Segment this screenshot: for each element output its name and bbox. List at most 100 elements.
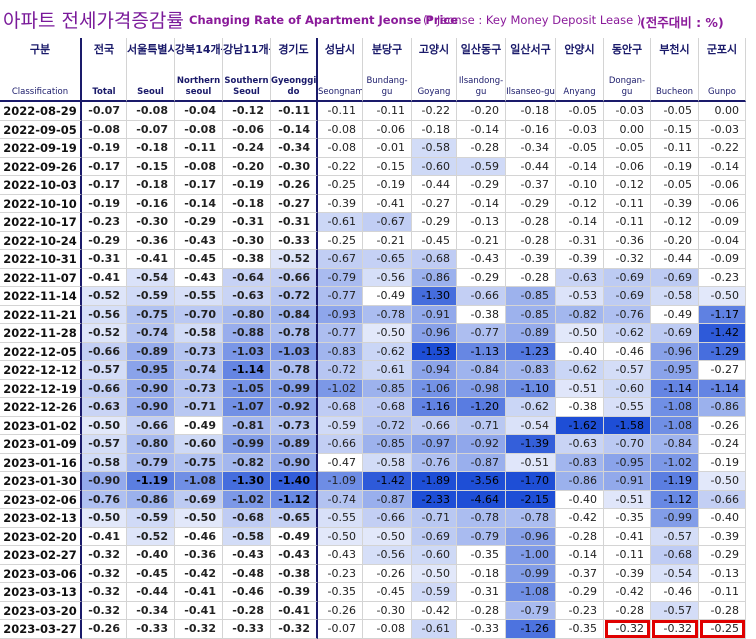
row-date: 2022-11-28 [0,324,82,343]
heatmap-cell: -0.41 [604,527,651,546]
heatmap-cell: -0.41 [82,268,127,287]
heatmap-cell: -0.46 [604,342,651,361]
heatmap-cell: -0.68 [412,250,457,269]
heatmap-cell: -0.66 [127,416,175,435]
heatmap-cell: -0.62 [556,361,604,380]
heatmap-cell: -0.45 [412,231,457,250]
heatmap-cell: -0.32 [604,250,651,269]
heatmap-cell: -0.33 [271,231,318,250]
heatmap-cell: -0.51 [604,490,651,509]
heatmap-cell: -0.84 [457,361,506,380]
heatmap-cell: -0.26 [363,564,412,583]
heatmap-cell: -0.50 [412,564,457,583]
heatmap-cell: -3.56 [457,472,506,491]
unit-label: (전주대비 : %) [640,15,724,30]
heatmap-cell: -0.28 [506,268,556,287]
heatmap-cell: -0.35 [318,583,363,602]
column-header-korean: 분당구 [371,43,403,56]
heatmap-cell: -0.99 [506,564,556,583]
row-date: 2023-03-06 [0,564,82,583]
heatmap-cell: -0.44 [651,250,699,269]
heatmap-cell: -0.16 [127,194,175,213]
row-date: 2022-11-14 [0,287,82,306]
heatmap-cell: -0.40 [556,490,604,509]
heatmap-cell: -0.24 [699,435,746,454]
heatmap-cell: -0.85 [363,379,412,398]
heatmap-cell: -0.31 [271,213,318,232]
heatmap-cell: -0.30 [363,601,412,620]
heatmap-cell: -0.38 [271,564,318,583]
heatmap-cell: -0.65 [363,250,412,269]
heatmap-cell: -0.66 [82,379,127,398]
heatmap-cell: -0.11 [604,213,651,232]
row-date: 2023-01-02 [0,416,82,435]
heatmap-cell: -0.22 [699,139,746,158]
heatmap-cell: -0.57 [604,361,651,380]
heatmap-cell: -0.20 [651,231,699,250]
heatmap-cell: -0.15 [651,120,699,139]
heatmap-cell: -0.27 [271,194,318,213]
column-header-korean: 서울특별시 [127,43,175,56]
heatmap-cell: -0.04 [175,102,223,121]
heatmap-cell: -1.39 [506,435,556,454]
heatmap-cell: -0.79 [457,527,506,546]
heatmap-cell: -0.71 [175,398,223,417]
heatmap-cell: -1.30 [412,287,457,306]
heatmap-cell: -0.05 [651,102,699,121]
heatmap-cell: -0.46 [175,527,223,546]
heatmap-cell: -0.06 [604,157,651,176]
heatmap-cell: -0.62 [604,324,651,343]
heatmap-cell: -0.29 [506,194,556,213]
heatmap-cell: -0.11 [271,102,318,121]
row-date: 2023-02-27 [0,546,82,565]
column-header-anyang: 안양시 Anyang [556,38,604,102]
heatmap-cell: -0.43 [175,231,223,250]
heatmap-cell: -1.19 [127,472,175,491]
heatmap-cell: -0.74 [127,324,175,343]
heatmap-cell: -0.11 [699,583,746,602]
column-header-bucheon: 부천시 Bucheon [651,38,699,102]
heatmap-cell: -0.54 [127,268,175,287]
heatmap-cell: -0.21 [363,231,412,250]
heatmap-cell: 0.00 [699,102,746,121]
heatmap-cell: -0.49 [651,305,699,324]
heatmap-cell: -0.31 [82,250,127,269]
heatmap-cell: -0.61 [412,620,457,639]
heatmap-cell: -0.30 [223,231,271,250]
heatmap-cell: -1.02 [223,490,271,509]
heatmap-cell: -0.45 [127,564,175,583]
column-header-english: Bundang-gu [366,76,408,97]
heatmap-cell: -0.78 [457,509,506,528]
heatmap-cell: -0.41 [175,601,223,620]
heatmap-cell: -0.49 [363,287,412,306]
heatmap-cell: -0.46 [223,583,271,602]
heatmap-cell: -0.69 [651,268,699,287]
heatmap-cell: -0.23 [318,564,363,583]
heatmap-cell: -0.63 [556,268,604,287]
heatmap-cell: -0.39 [604,564,651,583]
heatmap-cell: -0.28 [604,601,651,620]
heatmap-cell: -0.32 [82,601,127,620]
heatmap-cell: -0.58 [175,324,223,343]
heatmap-cell: -0.39 [651,194,699,213]
heatmap-cell: -0.83 [556,453,604,472]
heatmap-cell: -0.32 [82,564,127,583]
heatmap-cell: -0.14 [556,213,604,232]
heatmap-cell: -0.89 [127,342,175,361]
heatmap-cell: -0.07 [318,620,363,639]
heatmap-cell: -0.05 [556,139,604,158]
heatmap-cell: -0.58 [412,139,457,158]
heatmap-cell: -0.45 [363,583,412,602]
heatmap-cell: -0.49 [271,527,318,546]
column-header-korean: 강남11개구 [223,43,270,56]
column-header-english: Southern Seoul [224,76,269,97]
heatmap-cell: -1.08 [175,472,223,491]
heatmap-cell: -0.77 [457,324,506,343]
column-header-korean: 일산동구 [460,43,502,56]
heatmap-cell: -0.35 [556,620,604,639]
heatmap-cell: -0.44 [412,176,457,195]
heatmap-cell: -0.18 [412,120,457,139]
heatmap-cell: -0.29 [175,213,223,232]
heatmap-cell: -0.84 [651,435,699,454]
heatmap-cell: -0.25 [318,231,363,250]
